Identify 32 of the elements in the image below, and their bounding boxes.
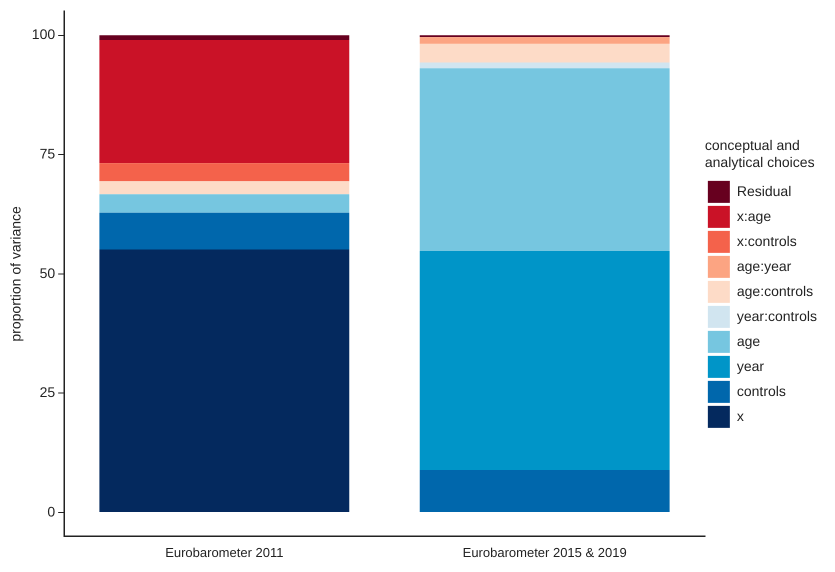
legend-label: age (736, 332, 760, 349)
bar (420, 44, 670, 62)
legend-label: x (736, 408, 744, 424)
y-tick-label: 50 (40, 264, 56, 281)
y-tick-label: 75 (40, 145, 56, 162)
legend-label: x:age (736, 208, 772, 224)
x-tick-label: Eurobarometer 2011 (165, 544, 284, 560)
bar (99, 40, 350, 164)
legend-label: Residual (736, 182, 792, 199)
bar (99, 194, 350, 213)
bar (99, 35, 350, 40)
bar (420, 470, 670, 512)
bar (420, 250, 670, 470)
x-tick-label: Eurobarometer 2015 & 2019 (462, 544, 627, 560)
bar (420, 37, 670, 44)
legend-title: conceptual and analytical choices (704, 136, 815, 170)
legend-label: controls (736, 382, 786, 399)
bar (420, 62, 670, 68)
bar (99, 163, 350, 182)
bar (99, 250, 350, 512)
y-axis-title: proportion of variance (7, 206, 24, 342)
y-tick-label: 100 (32, 26, 56, 42)
bar (99, 212, 350, 250)
legend-label: year:controls (736, 308, 818, 324)
legend-label: age:controls (736, 282, 814, 299)
legend-label: age:year (736, 258, 792, 274)
y-tick-label: 0 (47, 503, 56, 520)
bar (99, 181, 350, 194)
legend-label: x:controls (736, 232, 797, 249)
legend-label: year (736, 358, 764, 374)
y-tick-label: 25 (40, 384, 56, 400)
bar (420, 68, 670, 251)
